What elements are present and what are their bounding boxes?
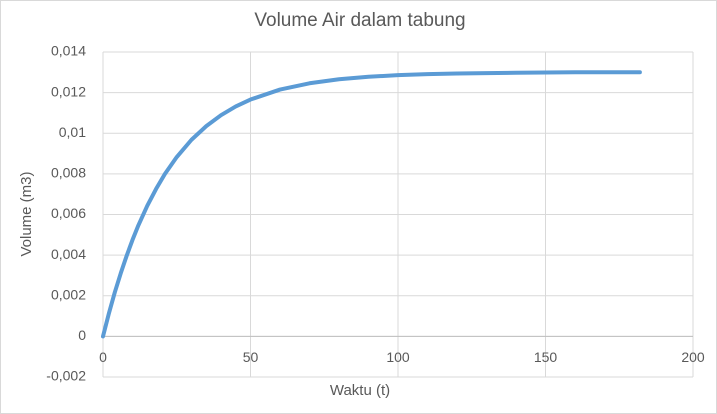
- y-tick-label: 0,008: [51, 165, 86, 181]
- y-axis-title: Volume (m3): [18, 171, 35, 256]
- x-axis-title: Waktu (t): [330, 382, 390, 399]
- x-tick-label: 50: [243, 349, 259, 365]
- y-tick-label: 0,004: [51, 246, 86, 262]
- y-tick-label: -0,002: [46, 368, 86, 384]
- series-line: [101, 70, 642, 339]
- y-tick-label: 0,006: [51, 205, 86, 221]
- chart-title: Volume Air dalam tabung: [254, 10, 465, 31]
- x-tick-label: 200: [681, 349, 705, 365]
- x-tick-label: 100: [386, 349, 410, 365]
- y-tick-label: 0,012: [51, 83, 86, 99]
- y-tick-label: 0,01: [59, 124, 86, 140]
- x-tick-label: 0: [99, 349, 107, 365]
- x-tick-label: 150: [534, 349, 558, 365]
- y-tick-label: 0,014: [51, 43, 86, 59]
- y-tick-label: 0,002: [51, 286, 86, 302]
- y-tick-label: 0: [78, 327, 86, 343]
